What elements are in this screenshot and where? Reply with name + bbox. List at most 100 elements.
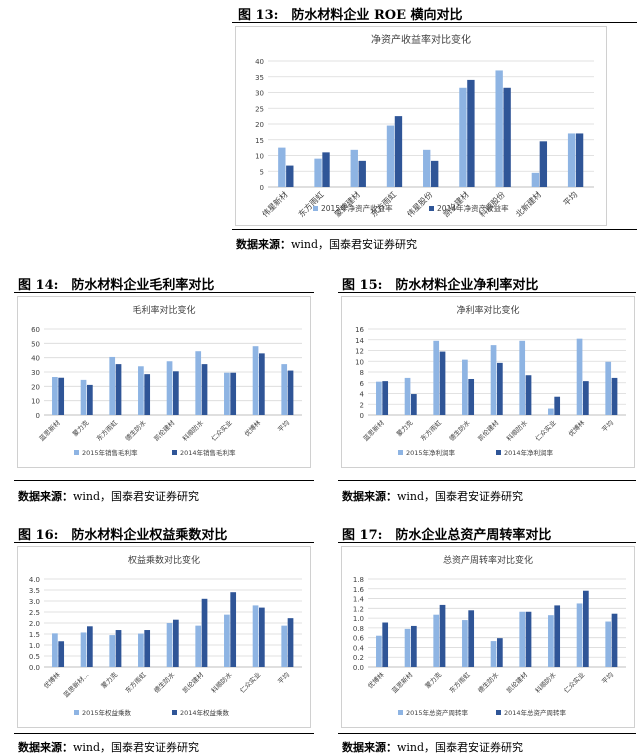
x-tick-label: 凯伦建材 bbox=[180, 670, 205, 695]
y-tick-label: 40 bbox=[31, 355, 40, 363]
figure-17-rule bbox=[338, 542, 636, 543]
y-tick-label: 1.6 bbox=[353, 586, 365, 594]
x-tick-label: 凯伦建材 bbox=[476, 418, 501, 443]
bar-series-1 bbox=[166, 623, 173, 667]
bar-series-2 bbox=[394, 116, 403, 187]
bar-series-1 bbox=[605, 361, 612, 415]
bar-series-2 bbox=[611, 613, 618, 667]
legend-swatch bbox=[398, 450, 403, 455]
source-text: wind，国泰君安证券研究 bbox=[291, 238, 418, 251]
figure-17-heading: 图 17: 防水企业总资产周转率对比 bbox=[342, 528, 552, 543]
figure-13-source-rule bbox=[232, 229, 637, 230]
source-label: 数据来源： bbox=[18, 741, 73, 754]
y-tick-label: 1.0 bbox=[353, 615, 364, 623]
bar-series-2 bbox=[115, 630, 122, 667]
y-tick-label: 1.0 bbox=[29, 642, 40, 650]
x-tick-label: 平均 bbox=[276, 670, 292, 686]
bar-series-2 bbox=[411, 394, 417, 415]
bar-series-2 bbox=[259, 607, 265, 667]
y-tick-label: 0.8 bbox=[353, 625, 364, 633]
bar-series-1 bbox=[195, 351, 202, 415]
bar-series-1 bbox=[109, 635, 116, 667]
bar-series-1 bbox=[224, 614, 230, 667]
bar-series-2 bbox=[439, 351, 446, 415]
y-tick-label: 4 bbox=[360, 391, 365, 399]
x-tick-label: 蓝思新材 bbox=[37, 418, 62, 443]
chart-title: 净资产收益率对比变化 bbox=[371, 33, 471, 46]
figure-15-rule bbox=[338, 292, 636, 293]
y-tick-label: 1.8 bbox=[353, 576, 364, 584]
y-tick-label: 12 bbox=[355, 348, 364, 356]
y-tick-label: 0.6 bbox=[353, 635, 365, 643]
figure-17-chart: 总资产周转率对比变化 0.0 0.2 0.4 0.6 0.8 1.0 1.2 1.4 1.6 1.8… bbox=[341, 546, 635, 728]
legend-entry: 2014年净资产收益率 bbox=[437, 203, 509, 213]
x-tick-label: 优博林 bbox=[366, 670, 387, 691]
figure-17-source-rule bbox=[338, 733, 636, 734]
x-tick-label: 凯伦建材 bbox=[152, 418, 177, 443]
bar-series-1 bbox=[605, 621, 612, 667]
legend-swatch bbox=[313, 206, 318, 211]
y-tick-label: 1.2 bbox=[353, 605, 364, 613]
x-tick-label: 东方雨虹 bbox=[123, 670, 148, 695]
legend-entry: 2015年销售毛利率 bbox=[82, 448, 138, 457]
bar-series-1 bbox=[462, 359, 468, 415]
bar-series-2 bbox=[468, 610, 475, 667]
chart-title: 权益乘数对比变化 bbox=[128, 554, 200, 566]
y-tick-label: 35 bbox=[255, 74, 264, 82]
x-tick-label: 蒙力克 bbox=[423, 670, 444, 691]
bar-series-1 bbox=[490, 641, 497, 667]
y-tick-label: 2 bbox=[360, 401, 364, 409]
bar-series-2 bbox=[382, 622, 389, 667]
legend-entry: 2015年权益乘数 bbox=[82, 708, 132, 717]
bar-series-2 bbox=[87, 384, 93, 415]
bar-series-2 bbox=[497, 638, 503, 667]
source-text: wind，国泰君安证券研究 bbox=[73, 741, 200, 754]
x-tick-label: 德生防水 bbox=[447, 418, 472, 443]
figure-13-source: 数据来源：wind，国泰君安证券研究 bbox=[236, 236, 417, 252]
bar-series-1 bbox=[52, 633, 58, 667]
chart-svg: 净利率对比变化 0 2 4 6 8 10 12 14 16 蓝思新材 蒙力克 东方雨虹 德生防水 凯伦建材科… bbox=[355, 304, 626, 457]
legend-entry: 2015年总资产周转率 bbox=[406, 708, 469, 717]
y-tick-label: 0.5 bbox=[29, 653, 40, 661]
source-label: 数据来源： bbox=[342, 490, 397, 503]
legend-swatch bbox=[398, 710, 403, 715]
bar-series-2 bbox=[201, 364, 208, 415]
x-tick-label: 优博林 bbox=[42, 670, 63, 691]
y-tick-label: 30 bbox=[255, 90, 264, 98]
chart-title: 总资产周转率对比变化 bbox=[443, 554, 533, 566]
figure-14-heading: 图 14: 防水材料企业毛利率对比 bbox=[18, 278, 215, 293]
x-tick-label: 仁众实业 bbox=[562, 670, 587, 695]
x-tick-label: 平均 bbox=[276, 418, 292, 434]
bar-series-1 bbox=[350, 149, 358, 187]
bar-series-1 bbox=[252, 346, 259, 415]
bar-series-2 bbox=[358, 160, 366, 187]
bar-series-1 bbox=[80, 379, 87, 415]
bar-series-2 bbox=[467, 79, 475, 187]
bar-series-2 bbox=[539, 141, 548, 187]
bar-series-2 bbox=[525, 375, 532, 415]
x-tick-label: 蓝思新材 bbox=[361, 418, 386, 443]
y-tick-label: 0.0 bbox=[353, 664, 364, 672]
bar-series-1 bbox=[576, 603, 583, 667]
y-tick-label: 16 bbox=[355, 326, 364, 334]
bar-series-1 bbox=[433, 340, 440, 415]
figure-17-source: 数据来源：wind，国泰君安证券研究 bbox=[342, 739, 523, 755]
bar-series-1 bbox=[138, 366, 144, 415]
bar-series-1 bbox=[576, 338, 583, 415]
bar-series-2 bbox=[439, 604, 446, 667]
bar-series-1 bbox=[376, 381, 382, 415]
figure-13-rule bbox=[232, 22, 637, 23]
bar-series-2 bbox=[87, 626, 93, 667]
bar-series-1 bbox=[548, 408, 554, 415]
bar-series-1 bbox=[195, 625, 202, 667]
bar-series-1 bbox=[519, 611, 526, 667]
legend-swatch bbox=[172, 710, 177, 715]
bar-series-2 bbox=[503, 87, 511, 187]
bar-series-2 bbox=[201, 598, 208, 667]
y-tick-label: 0 bbox=[260, 184, 264, 192]
x-tick-label: 平均 bbox=[600, 670, 616, 686]
x-tick-label: 科顺防水 bbox=[504, 418, 529, 443]
bar-series-2 bbox=[525, 611, 532, 667]
bar-series-1 bbox=[404, 377, 411, 415]
bar-series-2 bbox=[287, 618, 294, 667]
